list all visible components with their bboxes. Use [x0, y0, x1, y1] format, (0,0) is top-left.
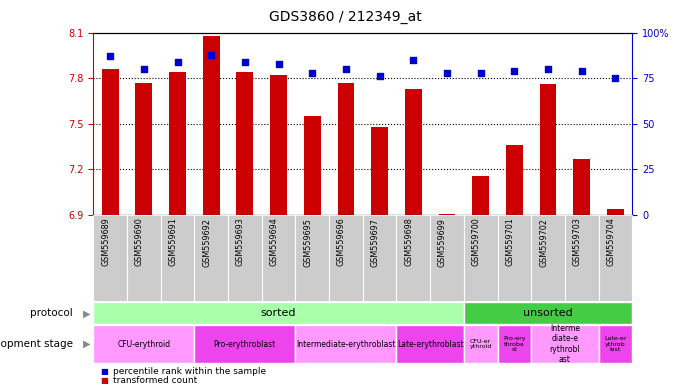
Bar — [337, 83, 354, 215]
Bar — [93, 302, 464, 324]
Text: Interme
diate-e
rythrobl
ast: Interme diate-e rythrobl ast — [549, 324, 580, 364]
Bar — [236, 72, 254, 215]
Bar — [472, 175, 489, 215]
Text: GSM559694: GSM559694 — [269, 218, 278, 266]
Text: development stage: development stage — [0, 339, 73, 349]
Text: GSM559703: GSM559703 — [573, 218, 582, 266]
Bar — [439, 214, 455, 215]
Text: GSM559690: GSM559690 — [135, 218, 144, 266]
Bar — [397, 325, 464, 363]
Point — [509, 68, 520, 74]
Text: unsorted: unsorted — [523, 308, 573, 318]
Point — [307, 70, 318, 76]
Bar — [540, 84, 556, 215]
Text: GSM559689: GSM559689 — [101, 218, 110, 266]
Point — [341, 66, 352, 72]
Text: Late-erythroblast: Late-erythroblast — [397, 339, 464, 349]
Text: Pro-ery
throba
st: Pro-ery throba st — [503, 336, 526, 353]
Bar — [464, 302, 632, 324]
Text: Pro-erythroblast: Pro-erythroblast — [214, 339, 276, 349]
Bar — [169, 72, 186, 215]
Text: GSM559697: GSM559697 — [370, 218, 379, 266]
Point — [542, 66, 553, 72]
Bar — [135, 83, 152, 215]
Text: ■: ■ — [100, 376, 108, 384]
Text: GSM559702: GSM559702 — [539, 218, 548, 266]
Point — [172, 59, 183, 65]
Point — [408, 57, 419, 63]
Bar — [202, 36, 220, 215]
Bar — [93, 325, 194, 363]
Text: CFU-er
ythroid: CFU-er ythroid — [469, 339, 492, 349]
Text: Late-er
ythrob
last: Late-er ythrob last — [604, 336, 627, 353]
Point — [374, 73, 385, 79]
Point — [475, 70, 486, 76]
Bar — [371, 127, 388, 215]
Text: GSM559704: GSM559704 — [607, 218, 616, 266]
Point — [610, 75, 621, 81]
Text: GSM559693: GSM559693 — [236, 218, 245, 266]
Text: ■: ■ — [100, 367, 108, 376]
Bar — [506, 145, 523, 215]
Text: GSM559699: GSM559699 — [438, 218, 447, 266]
Bar — [498, 325, 531, 363]
Text: GSM559695: GSM559695 — [303, 218, 312, 266]
Text: GSM559692: GSM559692 — [202, 218, 211, 266]
Point — [138, 66, 149, 72]
Bar — [574, 159, 590, 215]
Bar — [607, 209, 624, 215]
Bar — [102, 69, 119, 215]
Text: GSM559698: GSM559698 — [404, 218, 413, 266]
Bar — [270, 75, 287, 215]
Text: GSM559691: GSM559691 — [169, 218, 178, 266]
Bar — [304, 116, 321, 215]
Text: GSM559700: GSM559700 — [472, 218, 481, 266]
Point — [273, 61, 284, 67]
Bar — [598, 325, 632, 363]
Text: ▶: ▶ — [83, 339, 91, 349]
Bar — [296, 325, 397, 363]
Bar — [405, 89, 422, 215]
Text: sorted: sorted — [261, 308, 296, 318]
Text: GSM559696: GSM559696 — [337, 218, 346, 266]
Text: Intermediate-erythroblast: Intermediate-erythroblast — [296, 339, 396, 349]
Point — [104, 53, 115, 60]
Text: ▶: ▶ — [83, 308, 91, 318]
Point — [576, 68, 587, 74]
Text: transformed count: transformed count — [113, 376, 197, 384]
Point — [239, 59, 250, 65]
Bar — [194, 325, 296, 363]
Text: GDS3860 / 212349_at: GDS3860 / 212349_at — [269, 10, 422, 23]
Point — [206, 51, 217, 58]
Bar — [464, 325, 498, 363]
Text: percentile rank within the sample: percentile rank within the sample — [113, 367, 266, 376]
Point — [442, 70, 453, 76]
Text: protocol: protocol — [30, 308, 73, 318]
Text: GSM559701: GSM559701 — [505, 218, 514, 266]
Bar — [531, 325, 598, 363]
Text: CFU-erythroid: CFU-erythroid — [117, 339, 171, 349]
